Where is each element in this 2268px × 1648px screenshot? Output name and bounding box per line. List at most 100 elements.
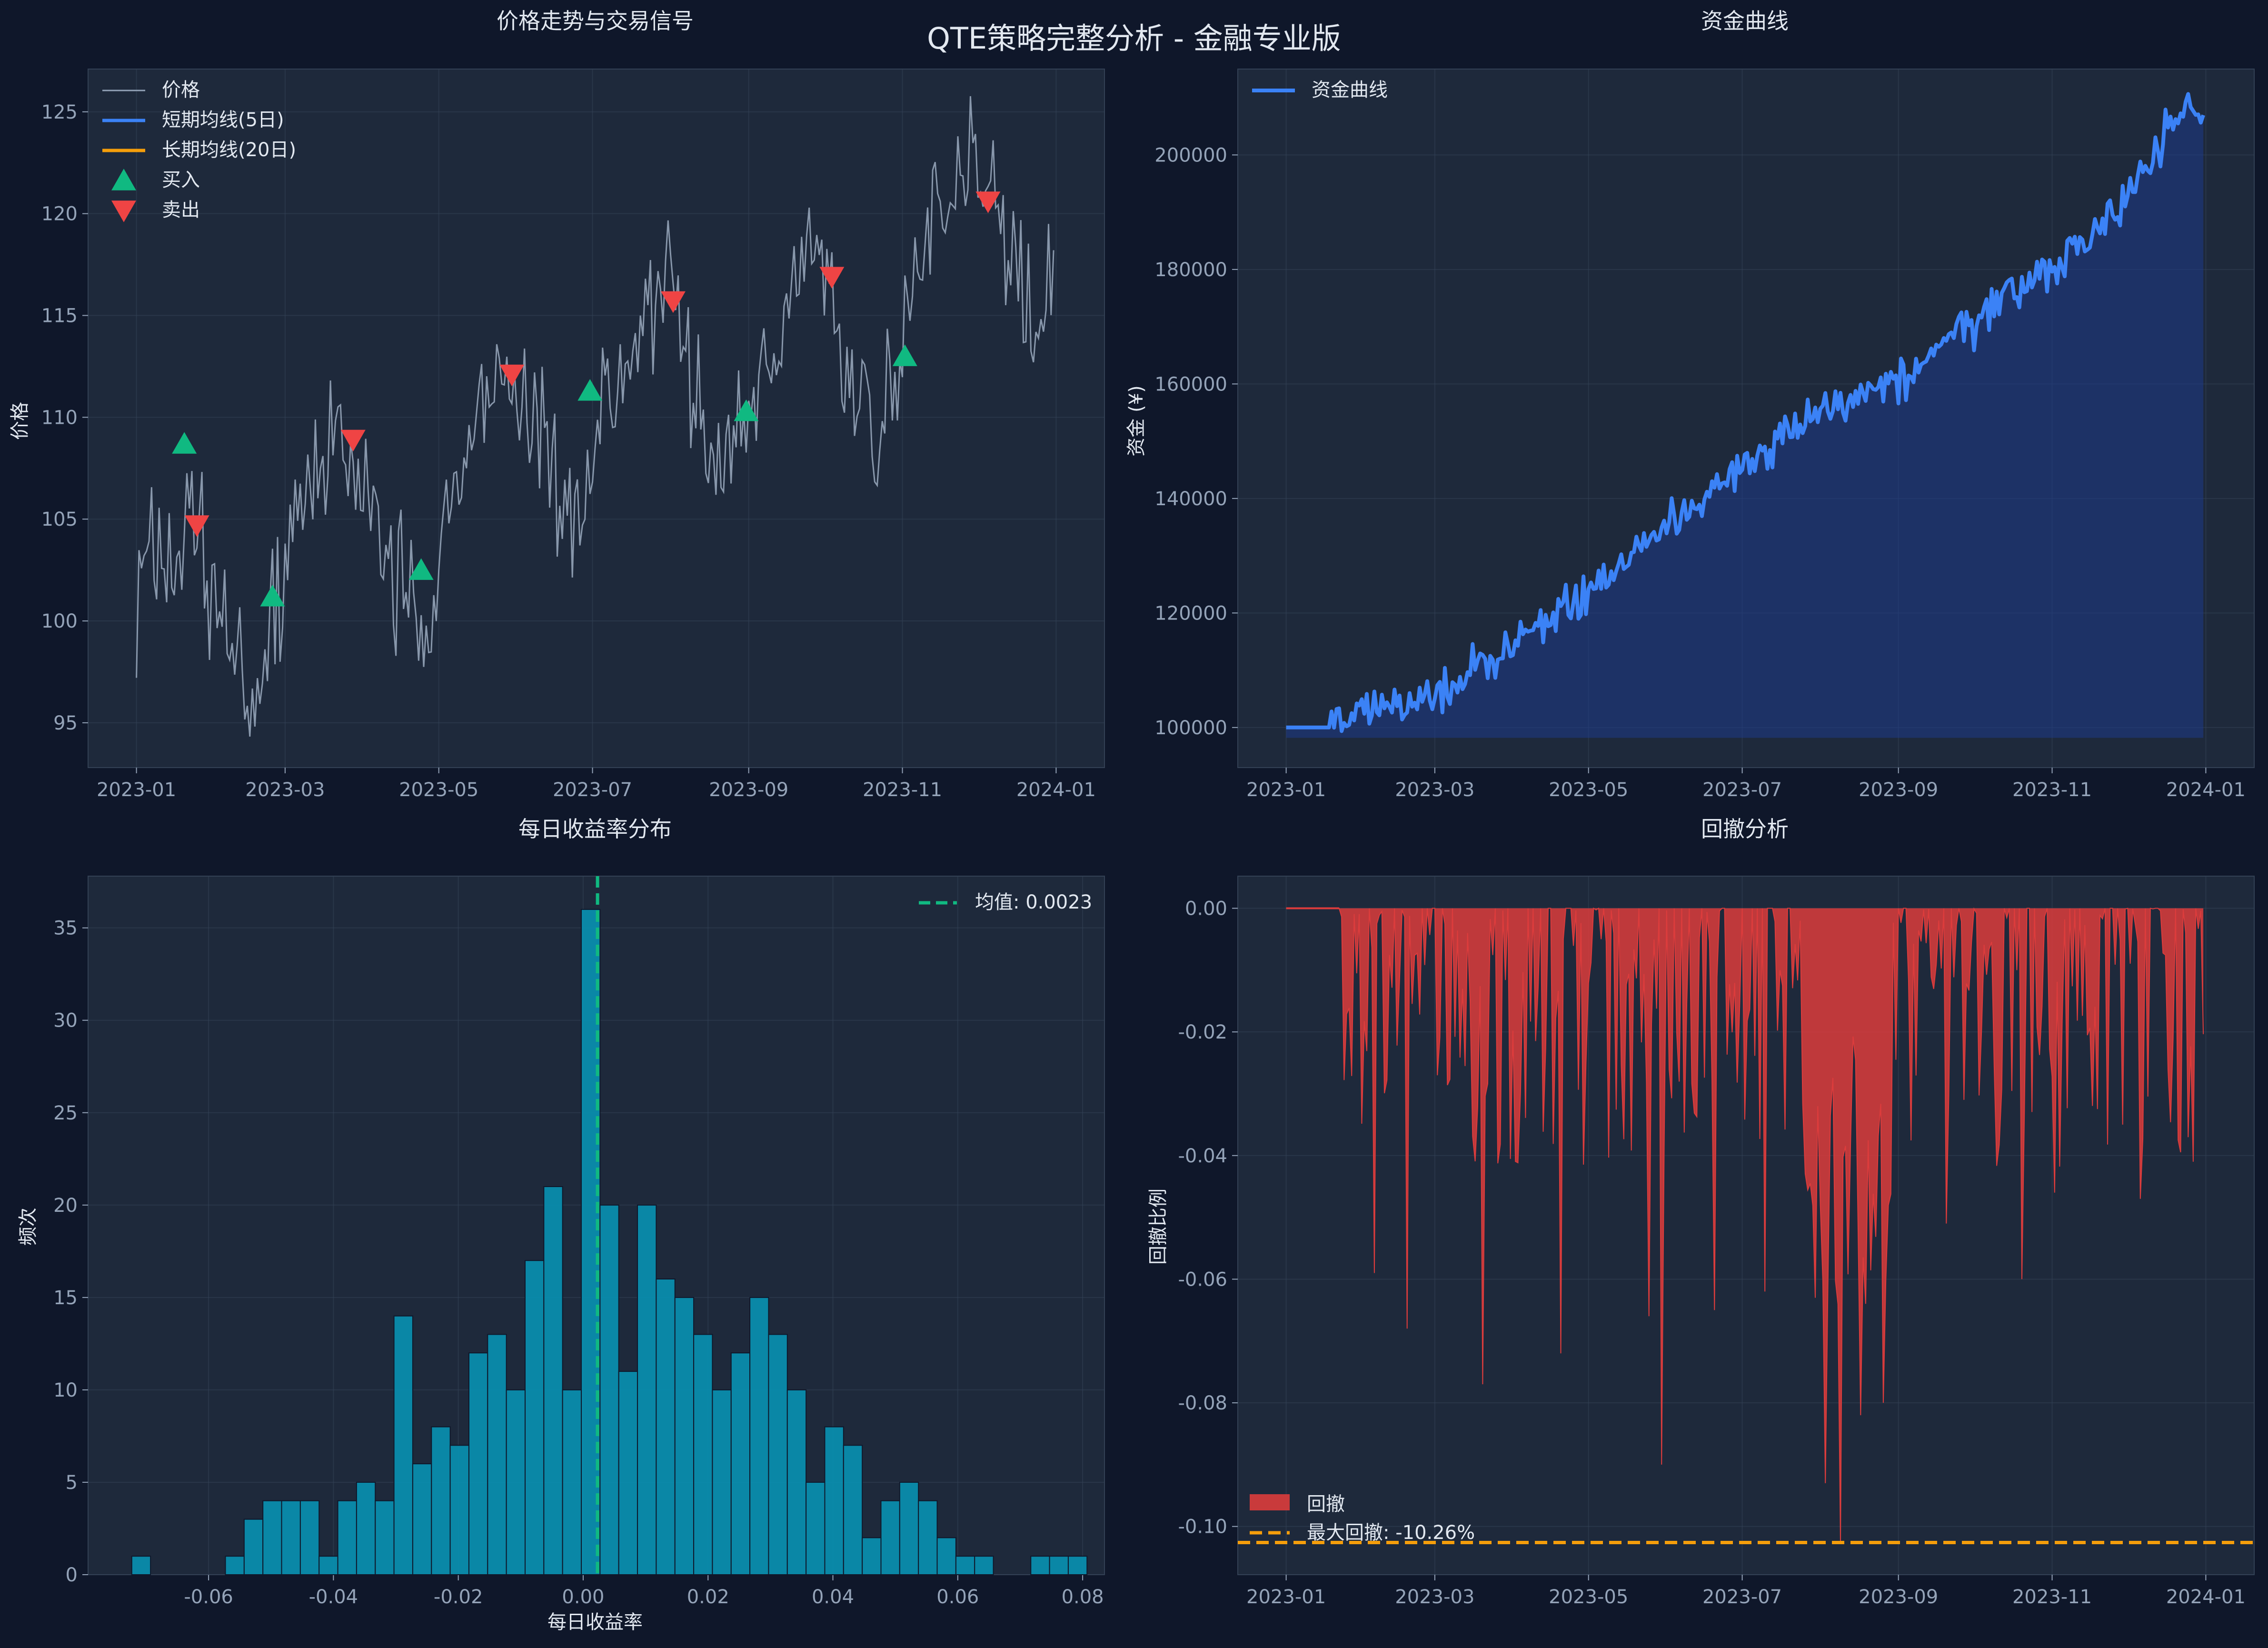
hist-bar bbox=[1067, 1556, 1088, 1575]
equity-x-tick-label: 2023-05 bbox=[1549, 779, 1628, 801]
dd-y-tick-label: -0.10 bbox=[1178, 1516, 1228, 1538]
buy-signal-marker bbox=[260, 585, 285, 607]
equity-y-tick-label: 180000 bbox=[1154, 259, 1227, 281]
sell-signal-marker bbox=[975, 191, 1001, 213]
hist-x-tick-label: -0.06 bbox=[184, 1586, 233, 1608]
price-y-tick-label: 125 bbox=[41, 101, 78, 123]
price-y-tick-label: 100 bbox=[41, 610, 78, 632]
legend-buy-label: 买入 bbox=[162, 169, 200, 191]
histogram-xlabel: 每日收益率 bbox=[547, 1611, 643, 1633]
hist-bar bbox=[955, 1556, 975, 1575]
hist-bar bbox=[918, 1500, 938, 1576]
equity-y-tick-label: 100000 bbox=[1154, 717, 1227, 739]
hist-x-tick-label: -0.04 bbox=[309, 1586, 358, 1608]
hist-bar bbox=[656, 1278, 676, 1575]
equity-y-tick-label: 120000 bbox=[1154, 602, 1227, 624]
price-y-tick-label: 110 bbox=[41, 407, 78, 429]
legend-max-drawdown-label: 最大回撤: -10.26% bbox=[1307, 1522, 1475, 1544]
hist-bar bbox=[936, 1537, 956, 1575]
hist-bar bbox=[337, 1500, 357, 1576]
hist-bar bbox=[393, 1315, 413, 1576]
equity-chart-title: 资金曲线 bbox=[1701, 8, 1789, 34]
drawdown-chart-title: 回撤分析 bbox=[1701, 816, 1789, 842]
price-x-tick-label: 2023-05 bbox=[399, 779, 478, 801]
hist-bar bbox=[824, 1426, 844, 1576]
hist-bar bbox=[637, 1204, 657, 1576]
hist-bar bbox=[356, 1481, 376, 1576]
price-y-tick-label: 95 bbox=[53, 712, 78, 734]
price-x-tick-label: 2023-09 bbox=[709, 779, 788, 801]
hist-bar bbox=[618, 1371, 638, 1575]
hist-bar bbox=[562, 1389, 582, 1576]
equity-y-tick-label: 200000 bbox=[1154, 144, 1227, 166]
hist-bar bbox=[899, 1481, 919, 1576]
equity-x-tick-label: 2023-11 bbox=[2012, 779, 2092, 801]
suptitle: QTE策略完整分析 - 金融专业版 bbox=[927, 21, 1341, 56]
equity-x-tick-label: 2023-09 bbox=[1859, 779, 1938, 801]
sell-signal-marker bbox=[340, 429, 366, 452]
histogram-ylabel: 频次 bbox=[17, 1208, 39, 1246]
buy-signal-marker bbox=[577, 379, 603, 401]
returns-histogram-panel: 每日收益率分布 频次 每日收益率 -0.06 -0.04 -0.02 0.00 0.02… bbox=[17, 816, 1105, 1633]
sell-signal-marker bbox=[184, 515, 209, 537]
buy-signal-marker bbox=[734, 399, 759, 421]
hist-x-tick-label: -0.02 bbox=[434, 1586, 483, 1608]
drawdown-chart-panel: 回撤分析 回撤比例 2023-01 2023-03 2023-05 2023-07 20… bbox=[1147, 816, 2255, 1608]
price-y-tick-label: 105 bbox=[41, 509, 78, 530]
hist-bar bbox=[243, 1518, 264, 1576]
hist-bar bbox=[487, 1334, 507, 1575]
legend-price-label: 价格 bbox=[162, 79, 200, 101]
hist-y-tick-label: 25 bbox=[53, 1102, 78, 1124]
dd-x-tick-label: 2023-07 bbox=[1702, 1586, 1782, 1608]
hist-x-tick-label: 0.02 bbox=[687, 1586, 729, 1608]
hist-y-tick-label: 35 bbox=[53, 918, 78, 939]
price-chart-panel: 价格走势与交易信号 价格 2023-01 2023-03 2023-05 2023-0… bbox=[9, 8, 1105, 801]
hist-bar bbox=[768, 1334, 788, 1575]
hist-bar bbox=[862, 1537, 882, 1575]
hist-y-tick-label: 5 bbox=[66, 1472, 78, 1494]
dd-x-tick-label: 2023-03 bbox=[1395, 1586, 1474, 1608]
legend-drawdown-swatch bbox=[1250, 1494, 1290, 1510]
equity-y-tick-label: 140000 bbox=[1154, 488, 1227, 510]
hist-bar bbox=[299, 1500, 320, 1576]
price-x-tick-label: 2023-11 bbox=[863, 779, 942, 801]
dd-x-tick-label: 2024-01 bbox=[2166, 1586, 2246, 1608]
dd-y-tick-label: 0.00 bbox=[1185, 898, 1227, 920]
hist-y-tick-label: 20 bbox=[53, 1195, 78, 1217]
sell-signal-marker bbox=[819, 267, 845, 289]
hist-bar bbox=[468, 1352, 488, 1575]
hist-bar bbox=[843, 1445, 863, 1575]
hist-bar bbox=[749, 1297, 769, 1576]
hist-bar bbox=[712, 1389, 732, 1576]
dd-x-tick-label: 2023-11 bbox=[2012, 1586, 2092, 1608]
equity-chart-ylabel: 资金 (¥) bbox=[1125, 385, 1147, 456]
legend-equity-label: 资金曲线 bbox=[1312, 79, 1388, 101]
hist-x-tick-label: 0.04 bbox=[812, 1586, 854, 1608]
hist-y-tick-label: 15 bbox=[53, 1287, 78, 1309]
hist-bar bbox=[375, 1500, 395, 1576]
drawdown-chart-ylabel: 回撤比例 bbox=[1147, 1189, 1169, 1265]
hist-bar bbox=[543, 1186, 563, 1575]
hist-y-tick-label: 30 bbox=[53, 1010, 78, 1032]
drawdown-outline bbox=[1286, 907, 2204, 1543]
hist-bar bbox=[693, 1334, 713, 1575]
price-y-tick-label: 115 bbox=[41, 305, 78, 327]
price-y-tick-label: 120 bbox=[41, 203, 78, 225]
sell-signal-marker bbox=[660, 291, 686, 313]
hist-bar bbox=[431, 1426, 451, 1576]
hist-bar bbox=[318, 1556, 338, 1575]
buy-signal-marker bbox=[892, 344, 917, 366]
equity-x-tick-label: 2023-01 bbox=[1246, 779, 1326, 801]
equity-x-tick-label: 2023-07 bbox=[1702, 779, 1782, 801]
legend-long-ma-label: 长期均线(20日) bbox=[162, 139, 296, 161]
equity-area-fill bbox=[1286, 94, 2204, 738]
legend-sell-label: 卖出 bbox=[162, 199, 200, 221]
price-chart-title: 价格走势与交易信号 bbox=[497, 8, 694, 34]
buy-signal-marker bbox=[172, 432, 197, 454]
hist-bar bbox=[806, 1481, 826, 1576]
hist-bar bbox=[974, 1556, 994, 1575]
dd-x-tick-label: 2023-09 bbox=[1859, 1586, 1938, 1608]
hist-y-tick-label: 10 bbox=[53, 1379, 78, 1401]
hist-bar bbox=[674, 1297, 695, 1576]
